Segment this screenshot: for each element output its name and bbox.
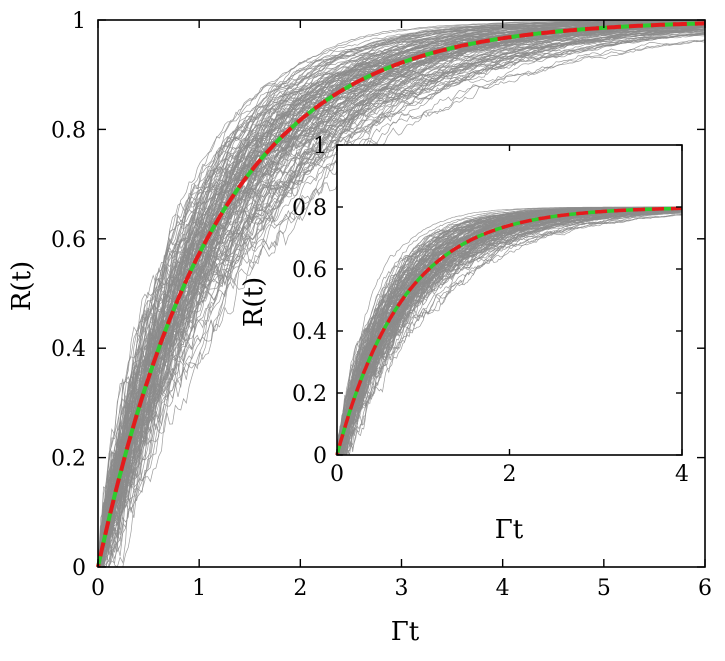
trajectory-line [97, 26, 706, 568]
x-tick-label: 3 [395, 576, 409, 601]
y-tick-label: 0 [313, 444, 327, 469]
trajectory-line [336, 209, 682, 456]
main-x-axis-label: Γt [391, 617, 420, 647]
x-tick-label: 5 [597, 576, 611, 601]
x-tick-label: 0 [91, 576, 105, 601]
y-tick-label: 0.8 [292, 196, 327, 221]
x-tick-label: 4 [496, 576, 510, 601]
trajectory-line [336, 206, 682, 456]
trajectory-line [336, 207, 682, 456]
main-y-axis-label: R(t) [7, 261, 37, 311]
trajectory-line [98, 24, 706, 568]
trajectory-line [97, 39, 706, 568]
inset-ticks: 0 2 4 0 0.2 0.4 0.6 0.8 1 [292, 134, 689, 487]
trajectory-line [337, 214, 683, 456]
trajectory-line [336, 209, 683, 456]
inset-mean-curve [335, 206, 682, 456]
inset-panel: 0 2 4 0 0.2 0.4 0.6 0.8 1 Γt R(t) [239, 134, 689, 545]
y-tick-label: 0.6 [292, 258, 327, 283]
trajectory-line [336, 208, 683, 456]
y-tick-label: 0.8 [51, 118, 86, 143]
trajectory-line [336, 212, 683, 456]
trajectory-line [97, 23, 706, 568]
y-tick-label: 0.2 [51, 447, 86, 472]
x-tick-label: 0 [330, 462, 344, 487]
y-tick-label: 0.6 [51, 228, 86, 253]
x-tick-label: 6 [698, 576, 712, 601]
x-tick-label: 4 [675, 462, 689, 487]
main-ticks: 0 1 2 3 4 5 6 0 0.2 0.4 0.6 0.8 1 [51, 9, 712, 601]
y-tick-label: 0.4 [51, 337, 86, 362]
trajectory-line [97, 39, 706, 568]
y-tick-label: 1 [313, 134, 327, 159]
trajectory-line [98, 41, 706, 568]
trajectory-line [97, 30, 706, 568]
y-tick-label: 0.2 [292, 382, 327, 407]
inset-x-axis-label: Γt [495, 515, 524, 545]
y-tick-label: 0 [72, 556, 86, 581]
trajectory-line [97, 32, 706, 568]
trajectory-line [97, 33, 706, 568]
trajectory-line [336, 209, 683, 456]
trajectory-line [97, 33, 706, 568]
trajectory-line [337, 214, 683, 456]
main-panel: 0 1 2 3 4 5 6 0 0.2 0.4 0.6 0.8 1 Γt R(t) [7, 9, 712, 647]
main-mean-curve [96, 21, 706, 568]
trajectory-line [97, 32, 706, 568]
y-tick-label: 0.4 [292, 320, 327, 345]
y-tick-label: 1 [72, 9, 86, 34]
x-tick-label: 2 [503, 462, 517, 487]
trajectory-line [97, 24, 706, 568]
inset-y-axis-label: R(t) [239, 277, 269, 327]
x-tick-label: 2 [293, 576, 307, 601]
trajectory-line [97, 30, 706, 568]
trajectory-line [97, 26, 706, 568]
x-tick-label: 1 [192, 576, 206, 601]
